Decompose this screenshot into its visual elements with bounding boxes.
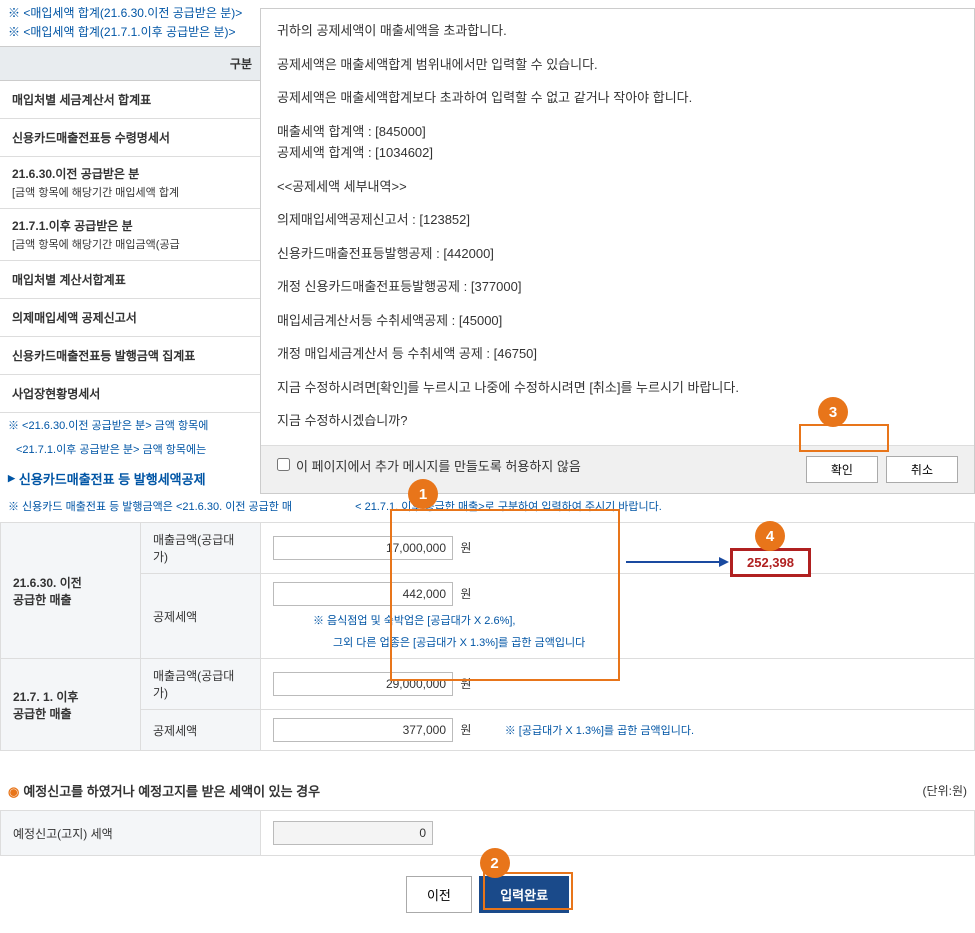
left-row-4[interactable]: 매입처별 계산서합계표 [0,261,260,299]
callout-1: 1 [408,479,438,509]
section2-unit: (단위:원) [923,782,967,799]
g1-row1-label: 매출금액(공급대가) [141,523,261,574]
left-note-1: <21.7.1.이후 공급받은 분> 금액 항목에는 [0,437,260,461]
dialog-sum-0: 매출세액 합계액 : [845000] [277,122,958,142]
estimated-tax-input[interactable]: 0 [273,821,433,845]
callout-2: 2 [480,848,510,878]
g1-row2-input[interactable]: 442,000 [273,582,453,606]
g1-hint1: ※ 음식점업 및 숙박업은 [공급대가 X 2.6%], [313,612,962,628]
complete-button[interactable]: 입력완료 [479,876,569,913]
unit-4: 원 [460,723,471,737]
unit-2: 원 [460,587,471,601]
dialog-detail-3: 매입세금계산서등 수취세액공제 : [45000] [277,311,958,331]
left-row-6[interactable]: 신용카드매출전표등 발행금액 집계표 [0,337,260,375]
left-row-2-main: 21.6.30.이전 공급받은 분 [12,165,248,182]
left-row-3[interactable]: 21.7.1.이후 공급받은 분 [금액 항목에 해당기간 매입금액(공급 [0,209,260,261]
result-box: 252,398 [730,548,811,577]
dialog-detail-header: <<공제세액 세부내역>> [277,177,958,197]
dialog-detail-2: 개정 신용카드매출전표등발행공제 : [377000] [277,277,958,297]
left-note-0: ※ <21.6.30.이전 공급받은 분> 금액 항목에 [0,413,260,437]
dialog-detail-1: 신용카드매출전표등발행공제 : [442000] [277,244,958,264]
dialog-detail-4: 개정 매입세금계산서 등 수취세액 공제 : [46750] [277,344,958,364]
suppress-dialog-checkbox[interactable] [277,458,290,471]
left-table-header: 구분 [0,46,260,81]
dialog-line-1: 공제세액은 매출세액합계 범위내에서만 입력할 수 있습니다. [277,55,958,75]
dialog-line-0: 귀하의 공제세액이 매출세액을 초과합니다. [277,21,958,41]
left-row-0[interactable]: 매입처별 세금계산서 합계표 [0,81,260,119]
left-row-3-sub: [금액 항목에 해당기간 매입금액(공급 [12,236,248,252]
left-row-7[interactable]: 사업장현황명세서 [0,375,260,413]
credit-card-table: 21.6.30. 이전 공급한 매출 매출금액(공급대가) 17,000,000… [0,522,975,751]
dialog-footer-1: 지금 수정하시겠습니까? [277,411,958,431]
callout-3: 3 [818,397,848,427]
dialog-sum-1: 공제세액 합계액 : [1034602] [277,143,958,163]
prev-button[interactable]: 이전 [406,876,472,913]
group1-header: 21.6.30. 이전 공급한 매출 [1,523,141,659]
g1-hint2: 그외 다른 업종은 [공급대가 X 1.3%]를 곱한 금액입니다 [333,634,962,650]
left-row-3-main: 21.7.1.이후 공급받은 분 [12,217,248,234]
group2-header: 21.7. 1. 이후 공급한 매출 [1,659,141,751]
g1-row1-input[interactable]: 17,000,000 [273,536,453,560]
g2-row2-input[interactable]: 377,000 [273,718,453,742]
left-row-1[interactable]: 신용카드매출전표등 수령명세서 [0,119,260,157]
g2-row1-label: 매출금액(공급대가) [141,659,261,710]
unit-1: 원 [460,541,471,555]
left-row-2[interactable]: 21.6.30.이전 공급받은 분 [금액 항목에 해당기간 매입세액 합계 [0,157,260,209]
dialog-detail-0: 의제매입세액공제신고서 : [123852] [277,210,958,230]
section1-note: ※ 신용카드 매출전표 등 발행금액은 <21.6.30. 이전 공급한 매 <… [0,496,975,522]
dialog-line-2: 공제세액은 매출세액합계보다 초과하여 입력할 수 없고 같거나 작아야 합니다… [277,88,958,108]
confirm-button[interactable]: 확인 [806,456,878,483]
left-row-5[interactable]: 의제매입세액 공제신고서 [0,299,260,337]
g2-hint: ※ [공급대가 X 1.3%]를 곱한 금액입니다. [505,725,694,737]
estimated-tax-label: 예정신고(고지) 세액 [1,811,261,856]
cancel-button[interactable]: 취소 [886,456,958,483]
suppress-dialog-label: 이 페이지에서 추가 메시지를 만들도록 허용하지 않음 [296,456,581,475]
dialog-footer-0: 지금 수정하시려면[확인]를 누르시고 나중에 수정하시려면 [취소]를 누르시… [277,378,958,398]
unit-3: 원 [460,677,471,691]
arrow-icon [626,561,721,563]
left-row-2-sub: [금액 항목에 해당기간 매입세액 합계 [12,184,248,200]
section2-title: ◉예정신고를 하였거나 예정고지를 받은 세액이 있는 경우 [8,781,320,800]
alert-dialog: 귀하의 공제세액이 매출세액을 초과합니다. 공제세액은 매출세액합계 범위내에… [260,8,975,494]
g1-row2-label: 공제세액 [141,574,261,659]
callout-4: 4 [755,521,785,551]
g2-row1-input[interactable]: 29,000,000 [273,672,453,696]
g2-row2-label: 공제세액 [141,710,261,751]
